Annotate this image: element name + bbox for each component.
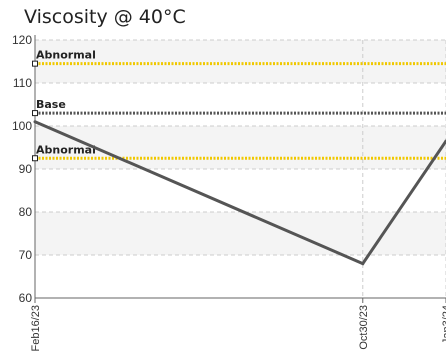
y-tick-labels: 60 70 80 90 100 110 120 xyxy=(12,33,32,305)
reference-marker xyxy=(32,60,38,67)
x-tick-label: Feb16/23 xyxy=(30,305,42,351)
grid-band xyxy=(35,212,446,255)
x-tick-label: Oct30/23 xyxy=(358,305,370,350)
reference-label: Abnormal xyxy=(36,143,96,156)
grid-band xyxy=(35,40,446,83)
y-tick-label: 110 xyxy=(13,76,32,90)
y-tick-label: 120 xyxy=(12,33,32,47)
reference-marker xyxy=(32,155,38,162)
reference-marker xyxy=(32,110,38,117)
y-tick-label: 60 xyxy=(19,291,33,305)
y-tick-label: 100 xyxy=(12,119,32,133)
reference-label: Base xyxy=(36,98,66,111)
reference-label: Abnormal xyxy=(36,49,96,62)
y-tick-label: 80 xyxy=(19,205,33,219)
x-tick-label: Jan3/24 xyxy=(441,305,446,344)
y-tick-label: 90 xyxy=(19,162,33,176)
axes xyxy=(34,35,446,303)
chart-title: Viscosity @ 40°C xyxy=(24,6,186,28)
data-point xyxy=(33,120,37,124)
reference-lines: Abnormal Base Abnormal xyxy=(32,49,446,162)
grid-band xyxy=(35,126,446,169)
x-tick-labels: Feb16/23 Oct30/23 Jan3/24 xyxy=(30,305,446,351)
data-point xyxy=(361,262,365,266)
background-bands xyxy=(35,40,446,255)
y-tick-label: 70 xyxy=(19,248,33,262)
